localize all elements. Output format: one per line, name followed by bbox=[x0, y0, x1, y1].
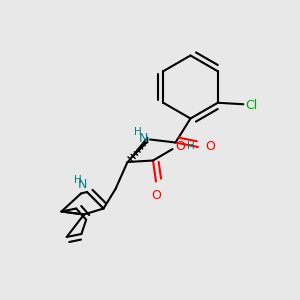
Text: O: O bbox=[151, 189, 161, 202]
Text: N: N bbox=[78, 178, 87, 190]
Text: O: O bbox=[206, 140, 215, 154]
Text: H: H bbox=[74, 175, 82, 185]
Text: O: O bbox=[176, 140, 185, 153]
Text: Cl: Cl bbox=[245, 99, 257, 112]
Text: H: H bbox=[187, 141, 195, 151]
Text: H: H bbox=[134, 127, 141, 137]
Polygon shape bbox=[128, 137, 148, 162]
Text: N: N bbox=[139, 131, 148, 145]
